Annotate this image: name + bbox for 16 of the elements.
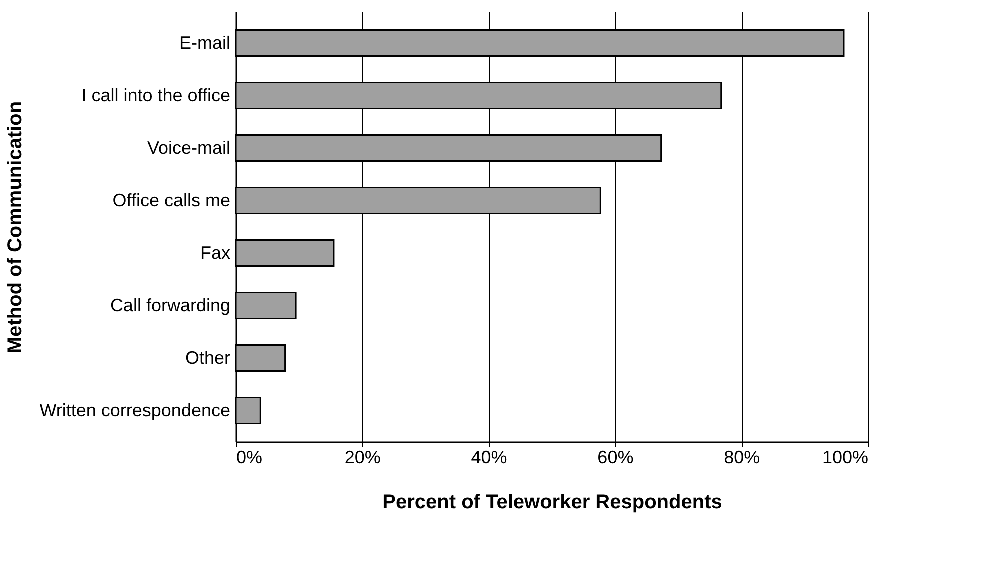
y-tick-label: I call into the office	[82, 85, 230, 106]
x-tick-label: 100%	[822, 448, 868, 468]
y-tick-label: Fax	[200, 242, 230, 263]
y-tick-label: E-mail	[179, 32, 230, 53]
y-tick-label: Office calls me	[112, 190, 230, 210]
y-tick-label: Voice-mail	[147, 138, 230, 158]
x-tick-label: 20%	[344, 448, 381, 468]
y-tick-label: Call forwarding	[110, 295, 230, 316]
x-tick-label: 60%	[598, 448, 634, 468]
y-tick-label: Written correspondence	[40, 400, 230, 420]
y-tick-label: Other	[185, 348, 230, 368]
x-tick-label: 0%	[236, 448, 263, 468]
x-axis-title: Percent of Teleworker Respondents	[382, 492, 722, 514]
x-tick-label: 80%	[724, 448, 760, 468]
x-tick-label: 40%	[471, 448, 508, 468]
y-axis-title: Method of Communication	[4, 101, 27, 354]
